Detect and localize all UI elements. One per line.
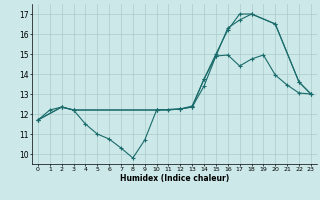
X-axis label: Humidex (Indice chaleur): Humidex (Indice chaleur) (120, 174, 229, 183)
